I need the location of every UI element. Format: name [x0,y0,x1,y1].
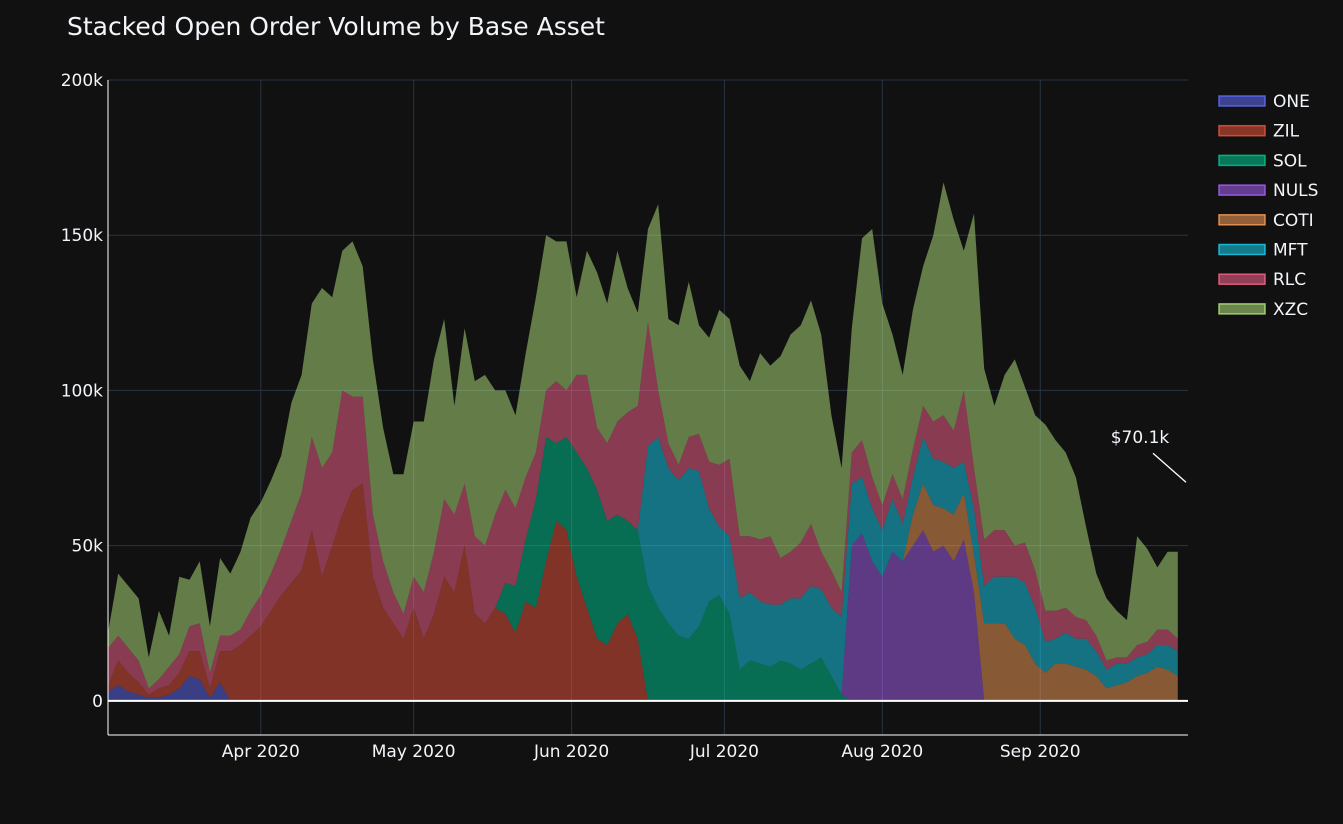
x-tick-label: Apr 2020 [222,742,300,762]
legend-label-nuls: NULS [1273,181,1318,201]
y-tick-label: 0 [92,692,103,712]
legend-label-xzc: XZC [1273,300,1308,320]
y-tick-label: 100k [61,381,103,401]
area-mft [108,437,1178,695]
area-coti [108,437,1178,701]
legend-swatch-mft[interactable] [1218,243,1266,256]
legend-label-mft: MFT [1273,241,1308,261]
legend-label-coti: COTI [1273,211,1314,231]
legend-swatch-nuls[interactable] [1218,184,1266,196]
legend-swatch-coti[interactable] [1218,214,1266,226]
legend-label-sol: SOL [1273,151,1307,171]
y-tick-label: 200k [61,71,103,91]
x-tick-label: Jul 2020 [689,742,759,762]
area-one [108,676,1178,701]
area-xzc [108,182,1178,689]
legend-swatch-xzc[interactable] [1218,303,1266,315]
y-tick-label: 50k [72,537,104,557]
area-zil [108,483,1178,701]
annotation-arrow [1152,452,1187,483]
legend-label-zil: ZIL [1273,122,1300,142]
area-rlc [108,322,1178,695]
x-tick-label: May 2020 [372,742,456,762]
y-tick-label: 150k [61,226,103,246]
area-sol [108,437,1178,701]
chart-title: Stacked Open Order Volume by Base Asset [67,12,605,41]
x-tick-label: Jun 2020 [533,742,609,762]
legend-swatch-zil[interactable] [1218,124,1266,137]
annotation-label: $70.1k [1111,428,1170,448]
x-tick-label: Sep 2020 [1000,742,1081,762]
legend-label-rlc: RLC [1273,270,1306,290]
legend-swatch-sol[interactable] [1218,154,1266,167]
legend-swatch-one[interactable] [1218,95,1266,107]
x-tick-label: Aug 2020 [841,742,923,762]
legend-label-one: ONE [1273,92,1310,112]
legend-swatch-rlc[interactable] [1218,273,1266,285]
area-nuls [108,437,1178,701]
